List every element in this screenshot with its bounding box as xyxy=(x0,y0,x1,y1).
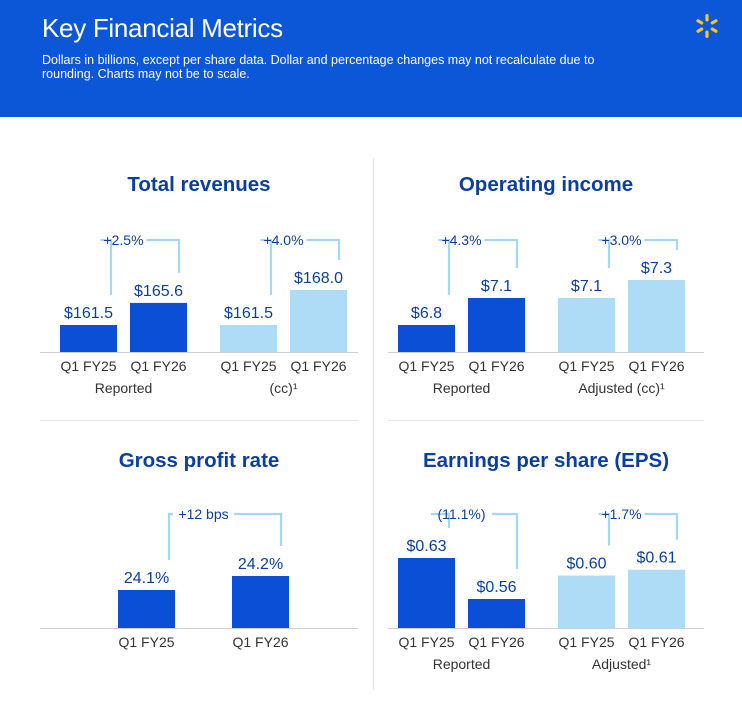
change-label: +3.0% xyxy=(601,232,641,248)
change-bracket xyxy=(598,512,679,546)
category-label: Q1 FY26 xyxy=(232,634,288,650)
bar-value-label: $0.56 xyxy=(476,579,516,596)
category-label: Q1 FY26 xyxy=(628,358,684,374)
bar-value-label: $165.6 xyxy=(134,283,183,300)
panel-gross-profit-rate: Gross profit rate 24.1% Q1 FY25 24.2% Q1 FY… xyxy=(40,432,358,690)
bar xyxy=(290,290,347,352)
bar xyxy=(558,575,615,628)
panel-operating-income: Operating income $6.8 Q1 FY25 $7.1 Q1 FY26 +… xyxy=(388,158,704,420)
chart-title: Total revenues xyxy=(127,173,271,196)
change-bracket xyxy=(438,238,519,295)
change-label: (11.1%) xyxy=(438,506,486,522)
bar xyxy=(398,558,455,628)
bar xyxy=(468,599,525,628)
vertical-divider xyxy=(373,158,374,690)
group-label: Adjusted¹ xyxy=(592,656,651,672)
horizontal-divider-left xyxy=(40,420,358,421)
change-label: +12 bps xyxy=(178,506,228,522)
change-bracket xyxy=(100,238,181,295)
bar-value-label: $7.1 xyxy=(571,278,602,295)
bar-value-label: $6.8 xyxy=(411,305,442,322)
change-bracket xyxy=(167,512,283,560)
bar-value-label: $168.0 xyxy=(294,270,343,287)
change-label: +1.7% xyxy=(601,506,641,522)
page-title: Key Financial Metrics xyxy=(42,13,283,43)
bar xyxy=(628,280,685,352)
chart-title: Gross profit rate xyxy=(118,449,280,472)
chart-total-revenues: $161.5 Q1 FY25 $165.6 Q1 FY26 +2.5% Reported $… xyxy=(40,232,358,396)
chart-title: Earnings per share (EPS) xyxy=(422,449,670,472)
change-label: +2.5% xyxy=(103,232,143,248)
bar-value-label: $7.3 xyxy=(641,260,672,277)
chart-gross-profit-rate: 24.1% Q1 FY25 24.2% Q1 FY26 +12 bps xyxy=(40,506,358,650)
category-label: Q1 FY26 xyxy=(130,358,186,374)
bar xyxy=(232,576,289,628)
panel-total-revenues: Total revenues $161.5 Q1 FY25 $165.6 Q1 FY2… xyxy=(40,158,358,420)
category-label: Q1 FY25 xyxy=(558,358,614,374)
bar-value-label: 24.1% xyxy=(124,570,169,587)
chart-eps: $0.63 Q1 FY25 $0.56 Q1 FY26 (11.1%) Reported $… xyxy=(388,506,704,672)
category-label: Q1 FY25 xyxy=(60,358,116,374)
chart-title: Operating income xyxy=(458,173,634,196)
bar xyxy=(130,302,187,352)
panel-eps: Earnings per share (EPS) $0.63 Q1 FY25 $0.… xyxy=(388,432,704,690)
bar-value-label: 24.2% xyxy=(238,556,283,573)
bar xyxy=(118,590,175,628)
category-label: Q1 FY25 xyxy=(398,634,454,650)
category-label: Q1 FY26 xyxy=(468,358,524,374)
bar-value-label: $7.1 xyxy=(481,278,512,295)
group-label: Reported xyxy=(95,380,153,396)
change-label: +4.0% xyxy=(263,232,303,248)
bar xyxy=(220,325,277,352)
horizontal-divider-right xyxy=(388,420,704,421)
group-label: Reported xyxy=(433,656,491,672)
bar xyxy=(468,298,525,352)
change-bracket xyxy=(598,238,679,268)
bar xyxy=(60,325,117,352)
change-label: +4.3% xyxy=(441,232,481,248)
page-subtitle: Dollars in billions, except per share da… xyxy=(42,53,595,81)
group-label: Adjusted (cc)¹ xyxy=(578,380,665,396)
bar-value-label: $0.61 xyxy=(636,550,676,567)
bar-value-label: $161.5 xyxy=(224,305,273,322)
category-label: Q1 FY25 xyxy=(558,634,614,650)
bar xyxy=(628,569,685,628)
group-label: (cc)¹ xyxy=(270,380,298,396)
bar xyxy=(398,325,455,352)
change-bracket xyxy=(430,512,519,569)
header-banner: Key Financial Metrics Dollars in billion… xyxy=(0,0,742,117)
group-label: Reported xyxy=(433,380,491,396)
category-label: Q1 FY26 xyxy=(628,634,684,650)
category-label: Q1 FY25 xyxy=(118,634,174,650)
spark-logo-icon xyxy=(696,14,718,38)
bar-value-label: $0.63 xyxy=(406,538,446,555)
bar-value-label: $161.5 xyxy=(64,305,113,322)
bar-value-label: $0.60 xyxy=(566,556,606,573)
bar xyxy=(558,298,615,352)
category-label: Q1 FY26 xyxy=(290,358,346,374)
category-label: Q1 FY26 xyxy=(468,634,524,650)
chart-operating-income: $6.8 Q1 FY25 $7.1 Q1 FY26 +4.3% Reported $7.1 Q… xyxy=(388,232,704,396)
change-bracket xyxy=(260,238,341,295)
category-label: Q1 FY25 xyxy=(398,358,454,374)
category-label: Q1 FY25 xyxy=(220,358,276,374)
